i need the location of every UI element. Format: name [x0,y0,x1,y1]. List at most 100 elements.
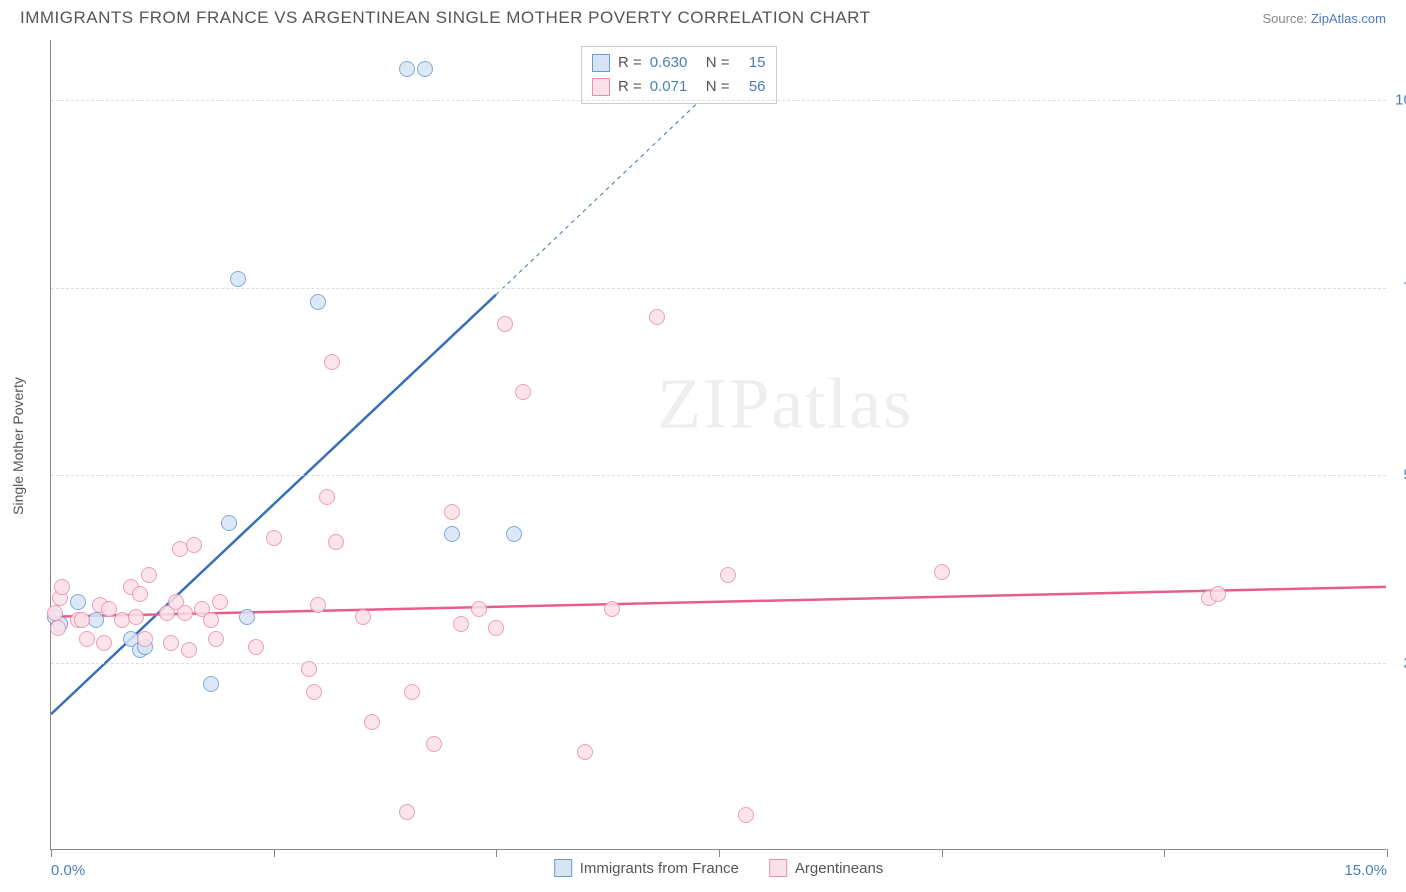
y-tick-label: 25.0% [1391,654,1406,671]
data-point-argentina [186,537,202,553]
x-tick [1164,849,1165,857]
data-point-argentina [306,684,322,700]
data-point-argentina [471,601,487,617]
trend-lines-svg [51,40,1386,849]
chart-title: IMMIGRANTS FROM FRANCE VS ARGENTINEAN SI… [20,8,871,28]
x-tick [51,849,52,857]
x-tick [496,849,497,857]
data-point-argentina [54,579,70,595]
stat-n-label: N = [706,75,730,99]
stats-row-france: R = 0.630 N = 15 [592,51,766,75]
data-point-argentina [1210,586,1226,602]
data-point-france [310,294,326,310]
stat-n-value: 15 [738,51,766,75]
data-point-argentina [177,605,193,621]
data-point-argentina [604,601,620,617]
data-point-argentina [74,612,90,628]
x-tick-label: 0.0% [51,862,85,879]
data-point-argentina [310,597,326,613]
trend-line-dashed-france [496,100,701,295]
legend-item-argentina: Argentineans [769,859,883,877]
data-point-argentina [720,567,736,583]
y-axis-label: Single Mother Poverty [10,377,26,515]
data-point-argentina [301,661,317,677]
x-tick [942,849,943,857]
data-point-argentina [212,594,228,610]
x-tick [719,849,720,857]
data-point-france [230,271,246,287]
legend-swatch-argentina [769,859,787,877]
data-point-argentina [181,642,197,658]
data-point-argentina [79,631,95,647]
data-point-france [221,515,237,531]
legend-label: Immigrants from France [580,860,739,877]
legend-swatch-france [592,54,610,72]
gridline-horizontal [51,288,1386,289]
y-tick-label: 75.0% [1391,279,1406,296]
data-point-argentina [404,684,420,700]
data-point-argentina [137,631,153,647]
data-point-argentina [444,504,460,520]
data-point-argentina [319,489,335,505]
x-tick [1387,849,1388,857]
data-point-argentina [426,736,442,752]
data-point-argentina [47,605,63,621]
data-point-france [444,526,460,542]
data-point-france [506,526,522,542]
data-point-france [239,609,255,625]
data-point-argentina [577,744,593,760]
gridline-horizontal [51,663,1386,664]
data-point-argentina [132,586,148,602]
data-point-argentina [141,567,157,583]
data-point-argentina [266,530,282,546]
data-point-france [203,676,219,692]
data-point-france [399,61,415,77]
data-point-argentina [203,612,219,628]
trend-line-france [51,295,496,714]
stats-legend-box: R = 0.630 N = 15 R = 0.071 N = 56 [581,46,777,104]
gridline-horizontal [51,100,1386,101]
gridline-horizontal [51,475,1386,476]
scatter-chart: ZIPatlas R =0.630N =15R =0.071N =56 Immi… [50,40,1386,850]
stat-n-value: 56 [738,75,766,99]
data-point-argentina [488,620,504,636]
data-point-argentina [738,807,754,823]
series-legend: Immigrants from France Argentineans [554,859,884,877]
stat-n-label: N = [706,51,730,75]
data-point-argentina [128,609,144,625]
legend-swatch-argentina [592,78,610,96]
data-point-argentina [355,609,371,625]
data-point-argentina [364,714,380,730]
data-point-argentina [328,534,344,550]
source-prefix: Source: [1262,11,1310,26]
stats-row-argentina: R = 0.071 N = 56 [592,75,766,99]
data-point-argentina [208,631,224,647]
stat-r-value: 0.630 [650,51,698,75]
legend-item-france: Immigrants from France [554,859,739,877]
y-tick-label: 50.0% [1391,467,1406,484]
data-point-argentina [934,564,950,580]
source-link[interactable]: ZipAtlas.com [1311,11,1386,26]
data-point-argentina [96,635,112,651]
data-point-argentina [515,384,531,400]
data-point-france [70,594,86,610]
x-tick-label: 15.0% [1344,862,1387,879]
data-point-argentina [248,639,264,655]
x-tick [274,849,275,857]
legend-label: Argentineans [795,860,883,877]
chart-header: IMMIGRANTS FROM FRANCE VS ARGENTINEAN SI… [0,0,1406,34]
stat-r-value: 0.071 [650,75,698,99]
y-tick-label: 100.0% [1391,92,1406,109]
data-point-argentina [453,616,469,632]
data-point-argentina [50,620,66,636]
data-point-argentina [324,354,340,370]
watermark-text: ZIPatlas [657,363,913,446]
data-point-argentina [649,309,665,325]
legend-swatch-france [554,859,572,877]
data-point-france [417,61,433,77]
data-point-argentina [399,804,415,820]
stat-r-label: R = [618,75,642,99]
stat-r-label: R = [618,51,642,75]
data-point-argentina [101,601,117,617]
source-attribution: Source: ZipAtlas.com [1262,11,1386,26]
